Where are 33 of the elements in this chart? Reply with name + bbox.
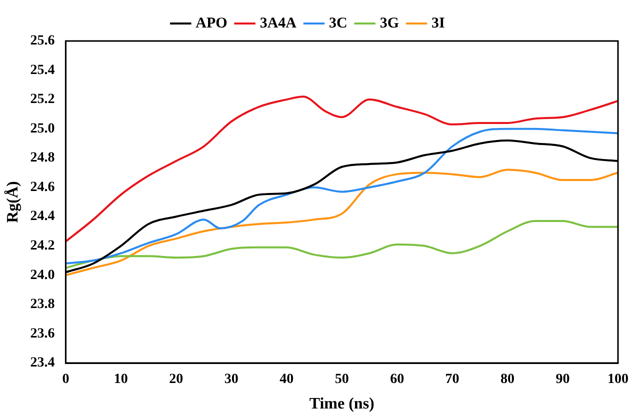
y-tick-label: 25.0 <box>30 121 55 136</box>
x-tick-label: 80 <box>500 372 515 388</box>
y-tick-label: 23.8 <box>30 297 55 312</box>
legend-label: 3A4A <box>260 15 297 32</box>
legend-label: 3I <box>431 15 445 32</box>
y-tick-label: 24.4 <box>30 209 55 224</box>
y-tick-label: 24.8 <box>30 150 55 166</box>
line-series <box>66 220 618 269</box>
x-tick-label: 0 <box>62 372 70 388</box>
legend-label: APO <box>196 15 228 32</box>
legend-label: 3C <box>328 15 348 32</box>
x-tick-label: 10 <box>114 372 128 388</box>
x-tick-label: 20 <box>169 372 184 388</box>
x-tick-label: 50 <box>334 372 349 388</box>
y-tick-label: 25.4 <box>30 62 55 78</box>
x-axis-title: Time (ns) <box>309 396 374 413</box>
y-tick-label: 23.6 <box>30 326 55 342</box>
y-tick-label: 25.6 <box>30 34 55 49</box>
x-tick-label: 30 <box>224 372 238 388</box>
x-tick-label: 100 <box>608 372 628 388</box>
y-tick-label: 23.4 <box>30 356 55 371</box>
y-tick-label: 25.2 <box>30 92 55 108</box>
x-tick-label: 60 <box>390 372 404 388</box>
x-tick-label: 90 <box>556 372 570 388</box>
legend-label: 3G <box>380 15 400 32</box>
y-tick-label: 24.2 <box>30 238 55 254</box>
line-series <box>66 168 618 276</box>
line-series <box>66 96 618 243</box>
x-tick-label: 40 <box>280 372 294 388</box>
y-tick-label: 24.0 <box>30 268 55 283</box>
y-axis-title: Rg(Å) <box>4 181 22 223</box>
x-tick-label: 70 <box>445 372 460 388</box>
y-tick-label: 24.6 <box>30 180 55 195</box>
